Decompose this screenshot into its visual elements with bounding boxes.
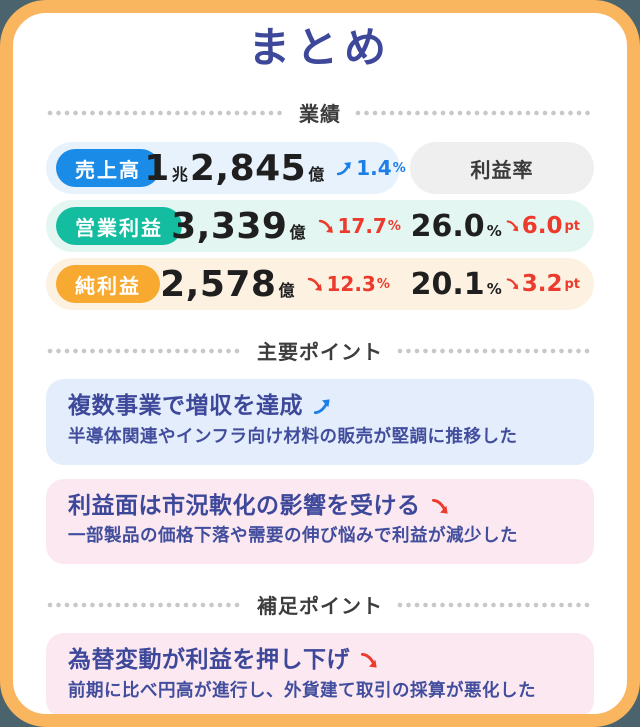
trend-up-icon [336,160,353,177]
net-income-value-group: 2,578 億 12.3 % [160,264,390,305]
net-margin-change-value: 3.2 [521,271,563,298]
dotted-line [397,347,593,354]
revenue-value-trillions: 1 [144,147,170,189]
net-income-change-value: 12.3 [326,272,376,297]
section-label-supplementary-points: 補足ポイント [257,594,383,619]
point-description: 半導体関連やインフラ向け材料の販売が堅調に推移した [68,427,518,448]
operating-profit-box: 営業利益 3,339 億 17.7 % [46,200,594,253]
net-income-box: 純利益 2,578 億 12.3 % [46,258,594,311]
operating-margin-group: 26.0 % 6.0 pt [390,209,580,244]
operating-margin-change-unit: pt [564,218,580,234]
revenue-value-billions: 2,845 [189,147,307,189]
operating-profit-unit-billion: 億 [289,222,306,242]
point-card-growth: 複数事業で増収を達成 半導体関連やインフラ向け材料の販売が堅調に推移した [46,379,594,465]
revenue-value-box: 売上高 1 兆 2,845 億 1.4 % [46,142,406,195]
dotted-line [47,601,243,608]
point-description: 一部製品の価格下落や需要の伸び悩みで利益が減少した [68,526,518,547]
operating-margin-unit: % [486,221,502,240]
operating-profit-value-billions: 3,339 [171,205,288,247]
revenue-value: 1 兆 2,845 億 [144,148,326,189]
table-row-net-income: 純利益 2,578 億 12.3 % [46,258,594,311]
dotted-line [355,109,593,116]
table-row-operating-profit: 営業利益 3,339 億 17.7 % [46,200,594,253]
net-income-value-billions: 2,578 [160,263,277,305]
net-margin-change-unit: pt [564,276,580,292]
dotted-line [47,109,285,116]
revenue-unit-billion: 億 [308,164,325,184]
net-income-change: 12.3 % [307,272,390,296]
net-income-value: 2,578 億 [160,264,296,305]
section-divider-key-points: 主要ポイント [47,336,593,365]
revenue-unit-trillion: 兆 [171,164,188,184]
trend-down-icon [318,218,335,235]
section-label-performance: 業績 [299,102,341,127]
point-title: 利益面は市況軟化の影響を受ける [68,492,572,521]
operating-profit-value: 3,339 億 [171,206,307,247]
operating-profit-change-unit: % [387,218,401,234]
performance-table: 売上高 1 兆 2,845 億 1.4 % [46,142,594,311]
key-points-list: 複数事業で増収を達成 半導体関連やインフラ向け材料の販売が堅調に推移した 利益面… [46,379,594,565]
section-label-key-points: 主要ポイント [257,340,383,365]
net-margin-change: 3.2 pt [506,271,580,297]
point-card-fx: 為替変動が利益を押し下げ 前期に比べ円高が進行し、外貨建て取引の採算が悪化した [46,633,594,714]
revenue-change-unit: % [392,160,406,176]
point-title: 為替変動が利益を押し下げ [68,646,572,675]
page-title: まとめ [247,23,392,72]
revenue-value-group: 1 兆 2,845 億 1.4 % [144,148,405,189]
operating-margin-change: 6.0 pt [506,213,580,239]
operating-margin-change-value: 6.0 [521,213,563,240]
operating-margin-number: 26.0 [410,208,485,244]
net-margin-value: 20.1 % [411,267,502,302]
operating-profit-value-group: 3,339 億 17.7 % [171,206,401,247]
section-divider-supplementary-points: 補足ポイント [47,590,593,619]
trend-down-icon [506,219,520,233]
net-income-change-unit: % [376,276,390,292]
operating-profit-change-value: 17.7 [337,214,387,239]
trend-down-icon [307,276,324,293]
trend-down-icon [360,651,379,670]
point-title-text: 複数事業で増収を達成 [68,393,303,420]
net-income-unit-billion: 億 [278,280,295,300]
operating-profit-change: 17.7 % [318,214,401,238]
net-margin-unit: % [486,279,502,298]
dotted-line [47,347,243,354]
point-description: 前期に比べ円高が進行し、外貨建て取引の採算が悪化した [68,680,536,701]
net-margin-number: 20.1 [410,266,485,302]
point-card-market-softening: 利益面は市況軟化の影響を受ける 一部製品の価格下落や需要の伸び悩みで利益が減少し… [46,478,594,565]
operating-profit-label-pill: 営業利益 [56,207,182,246]
point-title-text: 利益面は市況軟化の影響を受ける [68,492,421,519]
revenue-label-pill: 売上高 [56,149,160,188]
net-income-label-pill: 純利益 [56,265,160,304]
revenue-change: 1.4 % [336,156,406,181]
dotted-line [397,601,593,608]
point-title-text: 為替変動が利益を押し下げ [68,647,350,674]
point-title: 複数事業で増収を達成 [68,392,572,421]
table-row-revenue: 売上高 1 兆 2,845 億 1.4 % [46,142,594,195]
trend-up-icon [313,397,332,416]
trend-down-icon [506,277,520,291]
supplementary-points-list: 為替変動が利益を押し下げ 前期に比べ円高が進行し、外貨建て取引の採算が悪化した [46,633,594,714]
section-divider-performance: 業績 [47,98,593,127]
trend-down-icon [431,497,450,516]
net-margin-group: 20.1 % 3.2 pt [390,267,580,302]
profit-margin-header-pill: 利益率 [410,142,594,195]
revenue-change-value: 1.4 [356,156,392,181]
operating-margin-value: 26.0 % [411,209,502,244]
